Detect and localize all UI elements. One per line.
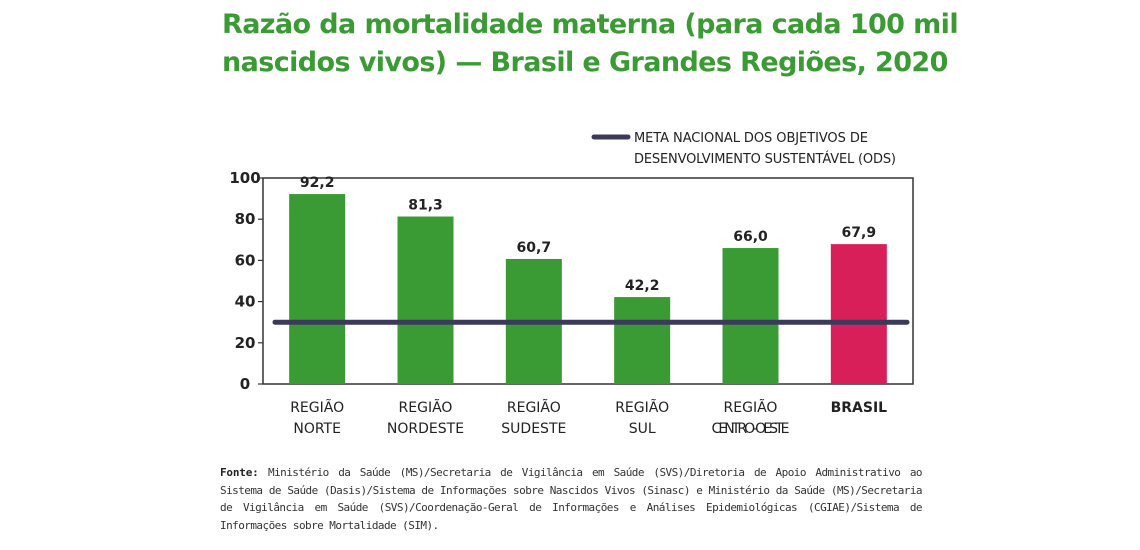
x-category-label: SUL bbox=[629, 421, 656, 437]
bar-value-label: 67,9 bbox=[842, 225, 877, 241]
x-category-label: NORTE bbox=[293, 421, 341, 437]
bar-chart: 0 20 40 60 80 100 92,2 81,3 60,7 42,2 66,0 67,9 RE… bbox=[229, 131, 914, 437]
bar bbox=[614, 297, 671, 384]
x-category-label: REGIÃO bbox=[290, 399, 344, 416]
bar-value-label: 81,3 bbox=[408, 198, 443, 214]
bar-value-label: 66,0 bbox=[733, 229, 768, 245]
bar-value-label: 60,7 bbox=[517, 240, 552, 256]
legend-label: META NACIONAL DOS OBJETIVOS DE bbox=[634, 131, 868, 146]
x-category-label: BRASIL bbox=[831, 400, 888, 416]
chart-title-line-2: nascidos vivos) — Brasil e Grandes Regiõ… bbox=[222, 47, 948, 78]
chart-title-line-1: Razão da mortalidade materna (para cada … bbox=[222, 9, 959, 40]
source-note: Fonte: Ministério da Saúde (MS)/Secretar… bbox=[220, 464, 923, 534]
x-category-label: NORDESTE bbox=[387, 421, 464, 437]
legend-label: DESENVOLVIMENTO SUSTENTÁVEL (ODS) bbox=[634, 151, 896, 167]
bar-value-label: 42,2 bbox=[625, 278, 660, 294]
x-category-label: SUDESTE bbox=[501, 421, 566, 437]
x-category-label: REGIÃO bbox=[399, 399, 453, 416]
chart-title: Razão da mortalidade materna (para cada … bbox=[222, 6, 959, 82]
bar bbox=[722, 248, 779, 384]
y-tick-label: 80 bbox=[235, 210, 256, 228]
source-text: Ministério da Saúde (MS)/Secretaria de V… bbox=[220, 466, 923, 532]
bar bbox=[830, 244, 887, 384]
y-tick-label: 0 bbox=[240, 375, 250, 393]
bar bbox=[397, 216, 454, 384]
bar-value-label: 92,2 bbox=[300, 175, 335, 191]
x-category-label: REGIÃO bbox=[507, 399, 561, 416]
y-tick-label: 60 bbox=[235, 251, 256, 269]
plot-frame bbox=[262, 177, 914, 385]
y-tick-label: 20 bbox=[235, 334, 256, 352]
x-category-label: REGIÃO bbox=[615, 399, 669, 416]
y-tick-label: 100 bbox=[229, 169, 260, 187]
y-tick-label: 40 bbox=[235, 293, 256, 311]
x-category-label: REGIÃO bbox=[724, 399, 778, 416]
bar bbox=[289, 194, 346, 384]
source-label: Fonte: bbox=[220, 466, 259, 479]
x-category-label: CENTRO-OESTE bbox=[712, 421, 790, 437]
